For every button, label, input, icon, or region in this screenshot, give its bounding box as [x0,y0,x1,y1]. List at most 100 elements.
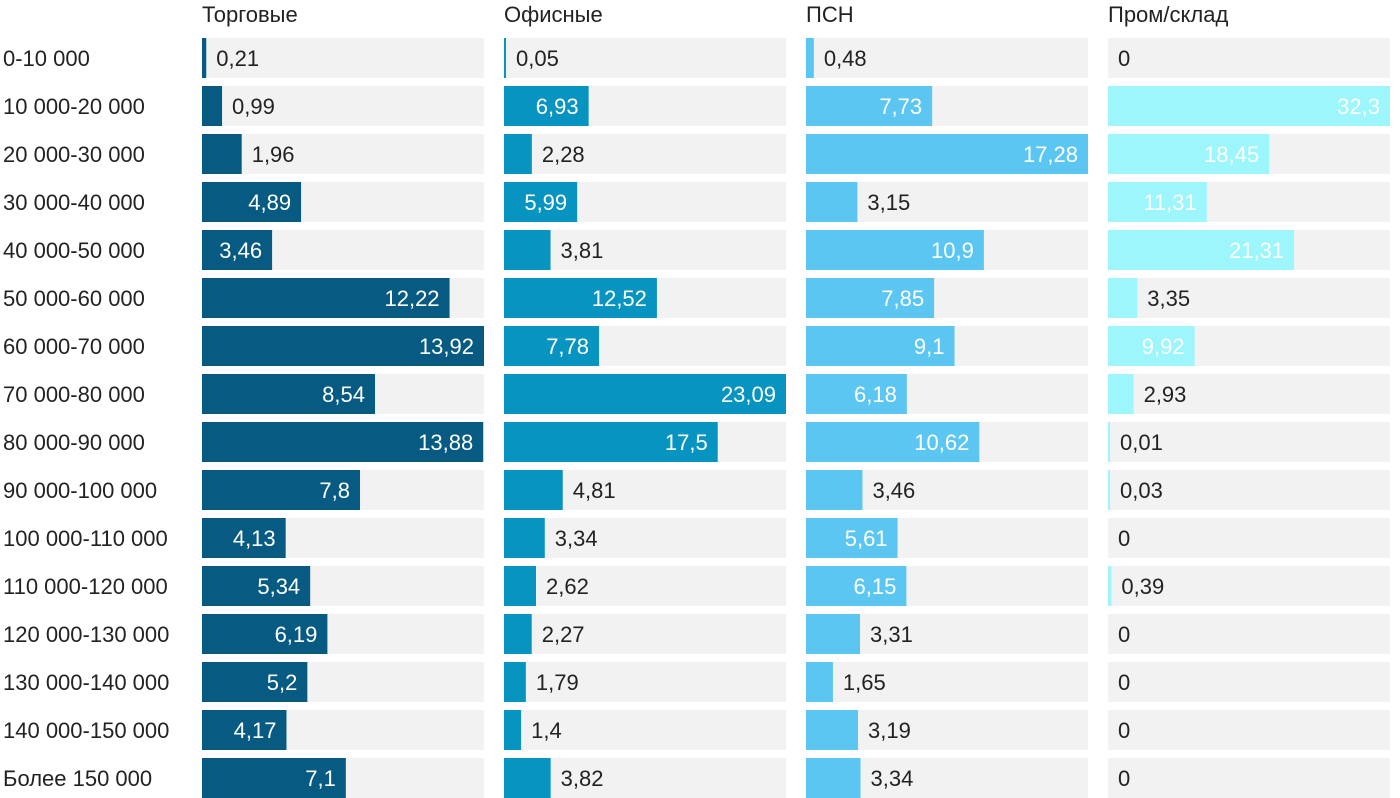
data-label: 2,27 [542,622,585,647]
data-label: 1,96 [252,142,295,167]
data-label: 2,28 [542,142,585,167]
data-label: 0,01 [1120,430,1163,455]
bar [504,662,526,702]
bar [202,566,311,606]
data-label: 0,99 [232,94,275,119]
bar [202,614,328,654]
data-label: 0,05 [516,46,559,71]
bar [806,182,858,222]
bar [504,86,589,126]
data-label: 3,35 [1147,286,1190,311]
bar [1108,566,1112,606]
data-label: 0,03 [1120,478,1163,503]
data-label: 8,54 [322,382,365,407]
data-label: 13,92 [419,334,474,359]
data-label: 1,79 [536,670,579,695]
bar [504,614,532,654]
data-label: 2,62 [546,574,589,599]
bar [806,230,984,270]
category-label: Более 150 000 [3,766,152,791]
data-label: 3,34 [555,526,598,551]
bar [202,278,450,318]
bar [202,134,242,174]
bar-track [1108,710,1390,750]
category-label: 10 000-20 000 [3,94,145,119]
bar [806,662,833,702]
data-label: 18,45 [1204,142,1259,167]
bar-track [1108,566,1390,606]
data-label: 4,17 [234,718,277,743]
data-label: 3,34 [871,766,914,791]
bar-track [1108,758,1390,798]
data-label: 1,65 [843,670,886,695]
bar [504,470,563,510]
bar-track [504,566,786,606]
data-label: 3,82 [561,766,604,791]
data-label: 10,62 [914,430,969,455]
data-label: 0 [1118,526,1130,551]
category-label: 30 000-40 000 [3,190,145,215]
data-label: 7,1 [305,766,336,791]
bar [504,230,551,270]
bar [202,710,287,750]
bar-track [1108,662,1390,702]
bar [1108,134,1270,174]
bar [806,374,907,414]
data-label: 0,48 [824,46,867,71]
bar-track [1108,374,1390,414]
category-label: 90 000-100 000 [3,478,157,503]
data-label: 4,89 [248,190,291,215]
bar [504,182,578,222]
bar [806,326,955,366]
bar [504,374,786,414]
bar-track [504,614,786,654]
category-label: 120 000-130 000 [3,622,169,647]
data-label: 6,18 [854,382,897,407]
data-label: 3,31 [870,622,913,647]
bar [806,470,863,510]
bar [504,38,506,78]
bar [504,710,522,750]
data-label: 3,81 [561,238,604,263]
category-label: 80 000-90 000 [3,430,145,455]
category-label: 100 000-110 000 [3,526,168,551]
bar-track [504,758,786,798]
category-label: 50 000-60 000 [3,286,145,311]
bar [202,182,302,222]
data-label: 6,93 [536,94,579,119]
bar [806,614,861,654]
data-label: 12,22 [384,286,439,311]
data-label: 0 [1118,718,1130,743]
bar [504,566,536,606]
bar [1108,230,1295,270]
data-label: 0,21 [216,46,259,71]
data-label: 12,52 [592,286,647,311]
data-label: 7,8 [319,478,350,503]
bar-track [504,518,786,558]
bar-track [504,662,786,702]
data-label: 6,19 [275,622,318,647]
data-label: 0 [1118,46,1130,71]
bar [202,374,376,414]
bar [806,758,861,798]
bar-track [504,134,786,174]
data-label: 0 [1118,622,1130,647]
bar [504,758,551,798]
bar-track [504,230,786,270]
bar-track [1108,422,1390,462]
bar [504,134,532,174]
data-label: 7,85 [881,286,924,311]
bar [202,470,361,510]
data-label: 1,4 [531,718,562,743]
series-title: Офисные [504,2,603,27]
bar [202,758,346,798]
bar [1108,470,1110,510]
bar [1108,374,1134,414]
bar-track [1108,470,1390,510]
bar-track [1108,38,1390,78]
data-label: 3,19 [868,718,911,743]
bar-track [1108,614,1390,654]
bar [806,134,1088,174]
bar [202,422,484,462]
